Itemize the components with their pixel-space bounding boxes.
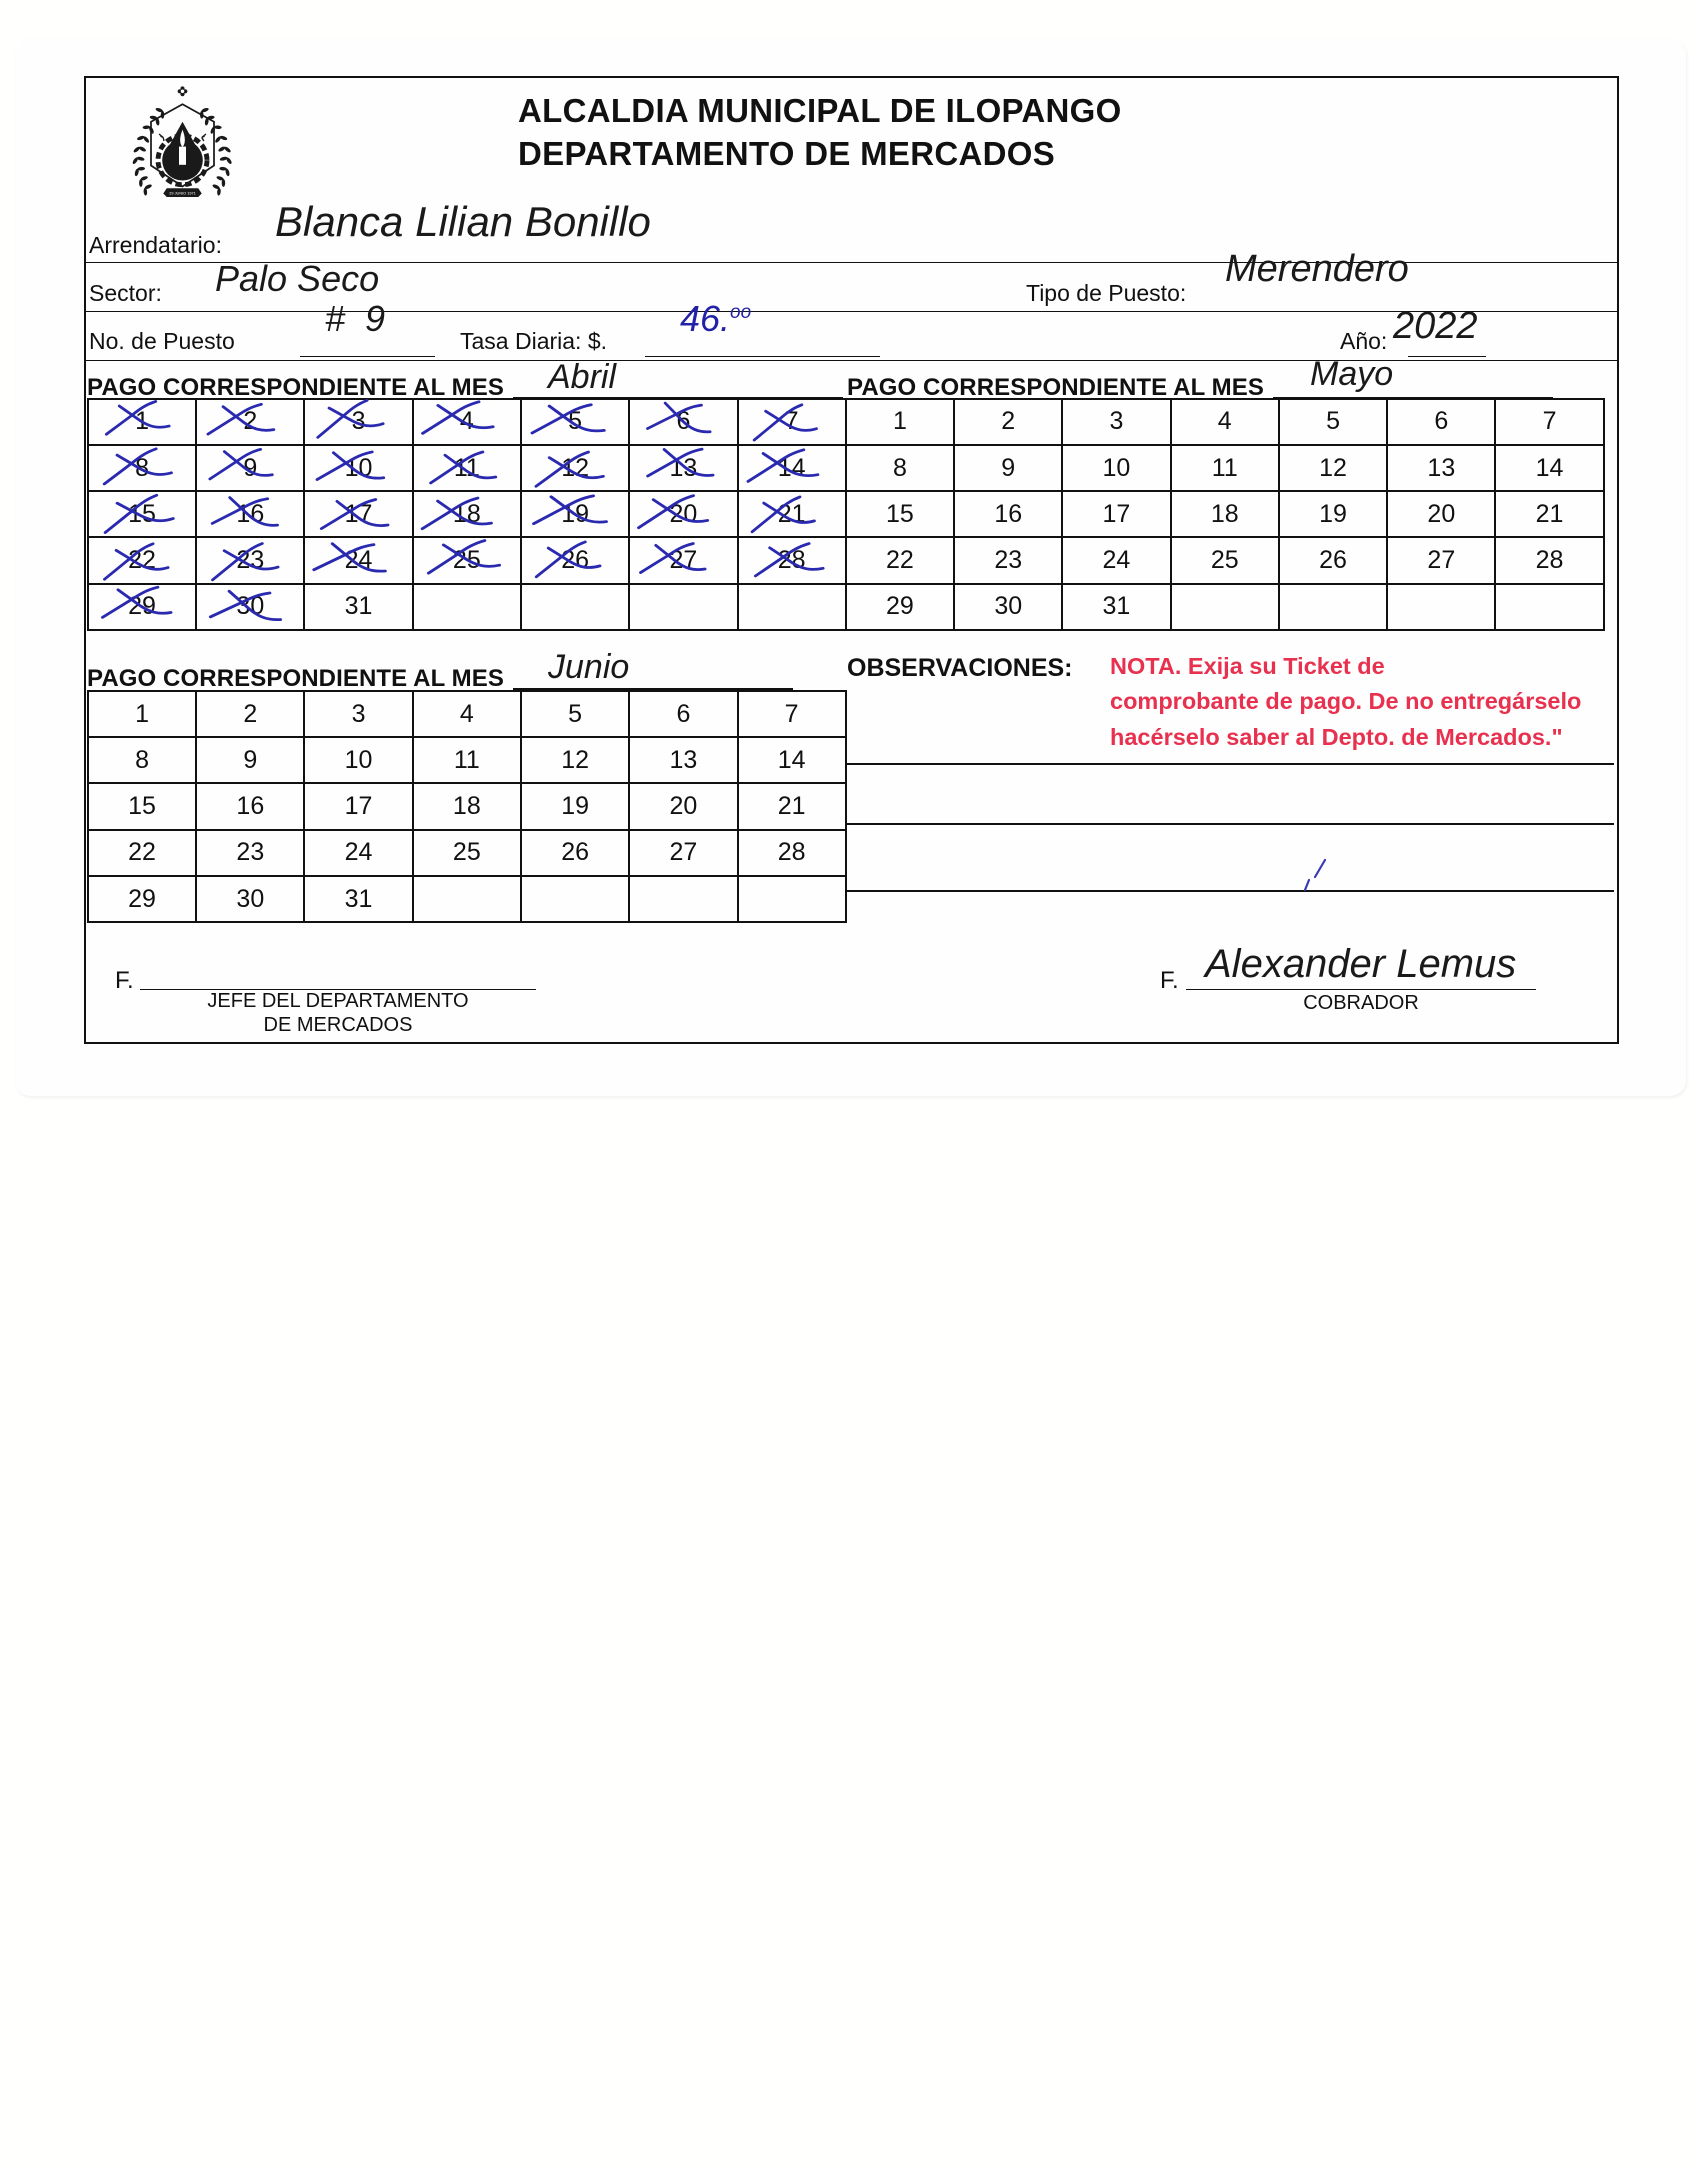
svg-text:29 JUNIO 1971: 29 JUNIO 1971 [169, 192, 196, 196]
